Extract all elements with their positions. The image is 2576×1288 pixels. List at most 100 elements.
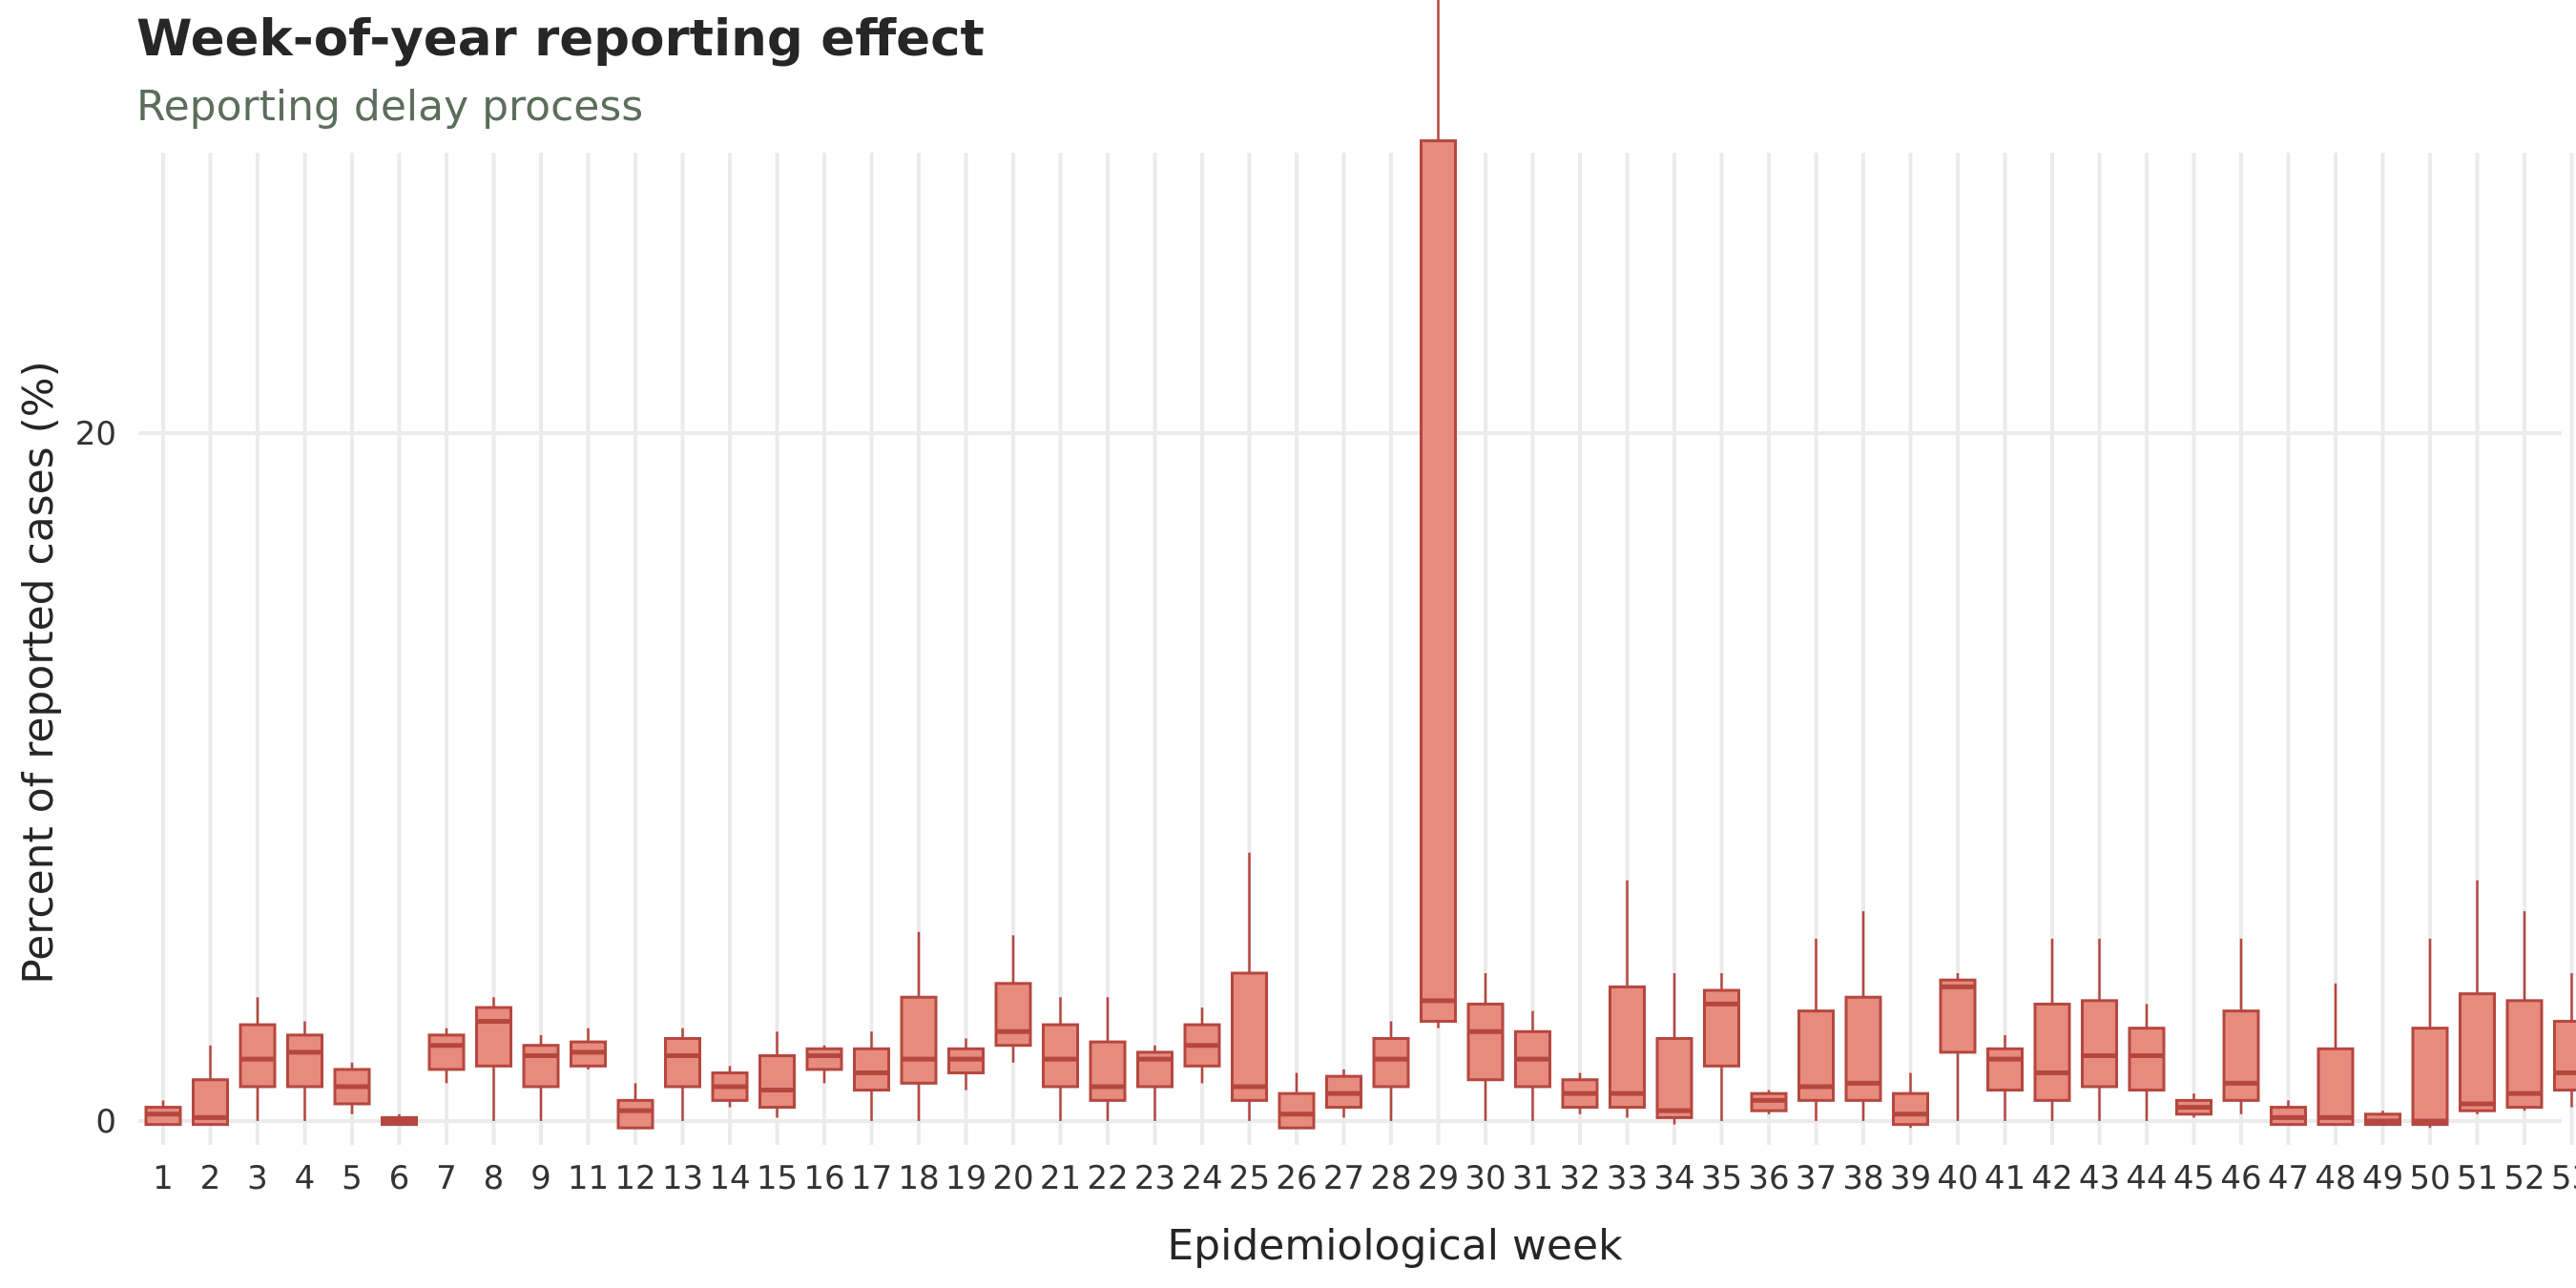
x-tick-label: 7 [436, 1159, 457, 1197]
box-body [1231, 971, 1268, 1102]
box-week-13 [664, 1028, 701, 1121]
box-week-24 [1183, 1008, 1221, 1084]
x-tick-label: 24 [1181, 1159, 1222, 1197]
box-week-28 [1372, 1021, 1410, 1121]
x-tick-label: 16 [803, 1159, 844, 1197]
x-tick-label: 43 [2079, 1159, 2120, 1197]
x-tick-label: 3 [247, 1159, 268, 1197]
box-week-34 [1655, 972, 1693, 1125]
x-tick-label: 1 [153, 1159, 174, 1197]
box-body [2505, 999, 2544, 1110]
box-body [616, 1098, 654, 1130]
box-body [1609, 985, 1646, 1110]
x-tick-label: 27 [1323, 1159, 1364, 1197]
box-week-27 [1325, 1069, 1362, 1118]
x-tick-label: 35 [1701, 1159, 1742, 1197]
x-tick-label: 15 [757, 1159, 798, 1197]
box-body [1042, 1023, 1079, 1089]
box-week-46 [2222, 938, 2260, 1114]
box-body [2316, 1047, 2355, 1127]
box-body [2553, 1019, 2576, 1092]
box-body [1986, 1047, 2024, 1092]
box-series [144, 0, 2576, 1130]
box-body [900, 995, 938, 1085]
box-body [2033, 1002, 2071, 1102]
y-axis-title: Percent of reported cases (%) [14, 361, 63, 985]
box-body [1892, 1091, 1929, 1127]
box-body [2081, 999, 2118, 1089]
box-body [1655, 1036, 1693, 1119]
box-week-3 [239, 997, 277, 1121]
box-body [1939, 978, 1977, 1054]
box-body [2459, 992, 2496, 1112]
box-week-29 [1420, 0, 1457, 1028]
box-body [994, 982, 1032, 1048]
x-tick-label: 33 [1607, 1159, 1648, 1197]
box-week-35 [1703, 972, 1740, 1121]
chart-subtitle: Reporting delay process [136, 82, 644, 131]
x-tick-label: 49 [2362, 1159, 2403, 1197]
box-week-17 [853, 1031, 890, 1121]
box-body [2222, 1009, 2260, 1102]
x-tick-label: 39 [1890, 1159, 1931, 1197]
x-tick-label: 45 [2173, 1159, 2214, 1197]
box-week-33 [1609, 880, 1646, 1118]
box-week-16 [805, 1045, 843, 1084]
x-tick-label: 44 [2126, 1159, 2167, 1197]
box-body [1466, 1002, 1505, 1082]
box-body [475, 1006, 512, 1068]
box-week-12 [616, 1083, 654, 1130]
x-tick-label: 51 [2457, 1159, 2498, 1197]
box-body [2128, 1027, 2166, 1092]
box-body [2411, 1027, 2449, 1127]
x-tick-label: 9 [530, 1159, 551, 1197]
box-body [805, 1047, 843, 1071]
x-tick-label: 38 [1842, 1159, 1883, 1197]
x-tick-label: 11 [568, 1159, 609, 1197]
box-week-44 [2128, 1004, 2166, 1121]
box-body [239, 1023, 277, 1089]
x-tick-label: 13 [662, 1159, 703, 1197]
x-tick-label: 36 [1748, 1159, 1789, 1197]
x-tick-label: 12 [614, 1159, 655, 1197]
y-tick-label: 20 [75, 415, 116, 453]
box-week-41 [1986, 1034, 2024, 1121]
x-tick-label: 18 [898, 1159, 939, 1197]
box-week-48 [2316, 983, 2355, 1127]
box-week-36 [1750, 1090, 1788, 1114]
box-week-50 [2411, 938, 2449, 1129]
x-tick-label: 47 [2268, 1159, 2309, 1197]
x-tick-label: 28 [1370, 1159, 1411, 1197]
box-body [1089, 1040, 1127, 1102]
box-week-19 [947, 1038, 985, 1091]
box-body [664, 1036, 701, 1089]
box-body [1372, 1036, 1410, 1089]
x-tick-label: 21 [1040, 1159, 1081, 1197]
chart-title: Week-of-year reporting effect [136, 10, 985, 68]
box-week-49 [2364, 1111, 2401, 1127]
y-gridlines [138, 431, 2562, 1123]
box-week-51 [2459, 880, 2496, 1114]
box-body [1420, 139, 1457, 1023]
x-tick-label: 19 [945, 1159, 987, 1197]
x-tick-labels: 1 2 3 4 5 6 7 8 9 11 12 13 14 15 16 17 18 19 20 21 22 23 24 25 2… [153, 1159, 2576, 1197]
box-week-18 [900, 931, 938, 1121]
x-tick-label: 40 [1937, 1159, 1978, 1197]
x-tick-label: 2 [200, 1159, 221, 1197]
box-week-1 [144, 1100, 182, 1127]
box-week-5 [333, 1062, 371, 1114]
box-week-14 [711, 1066, 749, 1108]
box-week-9 [522, 1034, 560, 1121]
x-tick-label: 48 [2315, 1159, 2356, 1197]
box-week-45 [2175, 1093, 2212, 1118]
box-body [522, 1044, 560, 1089]
x-tick-label: 29 [1418, 1159, 1459, 1197]
box-week-22 [1089, 997, 1127, 1121]
x-tick-label: 37 [1796, 1159, 1837, 1197]
x-tick-label: 6 [389, 1159, 410, 1197]
box-week-43 [2081, 938, 2118, 1121]
box-week-32 [1561, 1072, 1599, 1114]
x-tick-label: 4 [295, 1159, 316, 1197]
box-week-8 [475, 997, 512, 1121]
